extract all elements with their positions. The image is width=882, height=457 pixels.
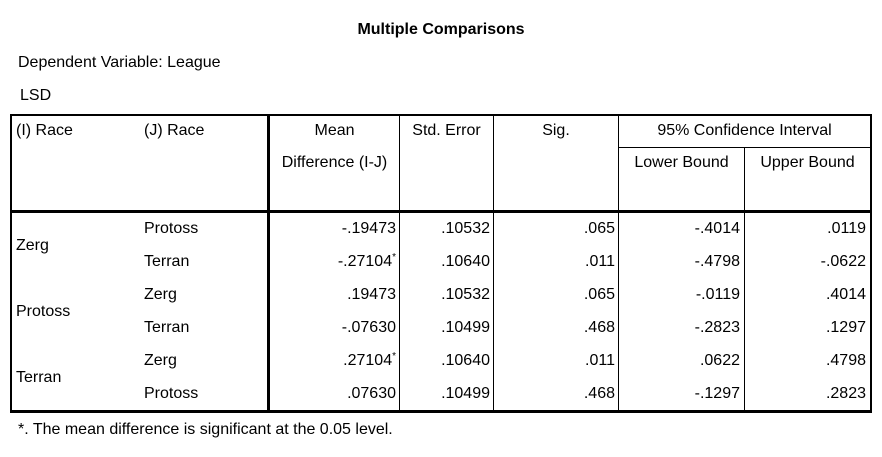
cell-box: -.4014 — [619, 213, 740, 245]
cell: -.2823 — [694, 319, 740, 336]
cell: .4014 — [825, 286, 866, 303]
cell-box: -.0119 — [619, 279, 740, 311]
cell-box: .2823 — [745, 378, 866, 410]
cell: Protoss — [144, 220, 199, 237]
row-group-label: Protoss — [16, 303, 71, 320]
cell-box: -.07630 — [270, 312, 396, 344]
header-cell: Upper Bound — [760, 154, 855, 171]
cell: .011 — [585, 352, 615, 369]
cell-box: .10640 — [400, 246, 490, 278]
cell: Terran — [144, 319, 190, 336]
cell: .065 — [583, 286, 615, 303]
cell-box: .011 — [494, 345, 615, 377]
border — [10, 210, 872, 213]
header-cell: Std. Error — [412, 122, 481, 139]
cell-box: -.27104* — [270, 246, 396, 278]
cell: -.1297 — [694, 385, 740, 402]
cell: -.19473 — [341, 220, 396, 237]
cell-box: .065 — [494, 279, 615, 311]
cell: .27104 — [343, 352, 393, 369]
cell: Protoss — [144, 385, 199, 402]
cell: -.0119 — [695, 286, 740, 303]
footnote: *. The mean difference is significant at… — [18, 421, 393, 438]
border — [10, 410, 872, 413]
cell-box: .10532 — [400, 213, 490, 245]
dependent-variable: Dependent Variable: League — [18, 54, 221, 71]
cell-box: .0622 — [619, 345, 740, 377]
header-cell: Lower Bound — [634, 154, 729, 171]
cell-box: .10640 — [400, 345, 490, 377]
cell-box: -.19473 — [270, 213, 396, 245]
cell-box: .10499 — [400, 378, 490, 410]
cell: .0119 — [827, 220, 866, 237]
cell: Terran — [144, 253, 190, 270]
cell-box: .10532 — [400, 279, 490, 311]
cell: -.4014 — [694, 220, 740, 237]
cell: Zerg — [144, 352, 177, 369]
cell: .4798 — [825, 352, 866, 369]
cell: -.07630 — [341, 319, 396, 336]
cell: -.0622 — [820, 253, 866, 270]
cell-box: .4014 — [745, 279, 866, 311]
cell: .065 — [583, 220, 615, 237]
cell-box: .4798 — [745, 345, 866, 377]
cell: .10532 — [441, 220, 490, 237]
significance-mark: * — [392, 351, 396, 362]
cell-box: -.4798 — [619, 246, 740, 278]
border — [10, 114, 872, 116]
cell-box: .1297 — [745, 312, 866, 344]
method: LSD — [20, 87, 52, 104]
table-title: Multiple Comparisons — [357, 21, 525, 38]
border — [618, 114, 619, 413]
significance-mark: * — [392, 252, 396, 263]
cell-box: .0119 — [745, 213, 866, 245]
header-cell: (J) Race — [144, 122, 205, 139]
cell-box: .065 — [494, 213, 615, 245]
header-cell: Mean Difference (I-J) — [281, 122, 388, 171]
cell-box: -.2823 — [619, 312, 740, 344]
cell-box: .19473 — [270, 279, 396, 311]
cell: .011 — [585, 253, 615, 270]
cell-box: -.0622 — [745, 246, 866, 278]
cell: .10532 — [441, 286, 490, 303]
border — [10, 114, 12, 413]
cell-box: .07630 — [270, 378, 396, 410]
header-cell: (I) Race — [16, 122, 73, 139]
header-cell: 95% Confidence Interval — [657, 122, 832, 139]
border — [744, 147, 745, 413]
border — [267, 114, 270, 413]
cell: -.27104 — [337, 253, 393, 270]
cell: .10640 — [441, 253, 490, 270]
cell: .10640 — [441, 352, 490, 369]
cell-box: .468 — [494, 378, 615, 410]
cell: .468 — [583, 319, 615, 336]
cell: -.4798 — [694, 253, 740, 270]
border — [870, 114, 872, 413]
border — [493, 114, 494, 413]
cell-box: -.1297 — [619, 378, 740, 410]
row-group-label: Terran — [16, 369, 62, 386]
cell-box: .27104* — [270, 345, 396, 377]
cell: .0622 — [699, 352, 740, 369]
cell: .10499 — [441, 319, 490, 336]
cell: .468 — [583, 385, 615, 402]
cell: .1297 — [825, 319, 866, 336]
cell-box: .10499 — [400, 312, 490, 344]
cell: .19473 — [347, 286, 396, 303]
cell: .10499 — [441, 385, 490, 402]
row-group-label: Zerg — [16, 237, 49, 254]
cell: .2823 — [825, 385, 866, 402]
cell: .07630 — [347, 385, 396, 402]
cell-box: .011 — [494, 246, 615, 278]
header-cell: Sig. — [542, 122, 570, 139]
cell-box: .468 — [494, 312, 615, 344]
cell: Zerg — [144, 286, 177, 303]
border — [618, 147, 872, 148]
border — [399, 114, 400, 413]
